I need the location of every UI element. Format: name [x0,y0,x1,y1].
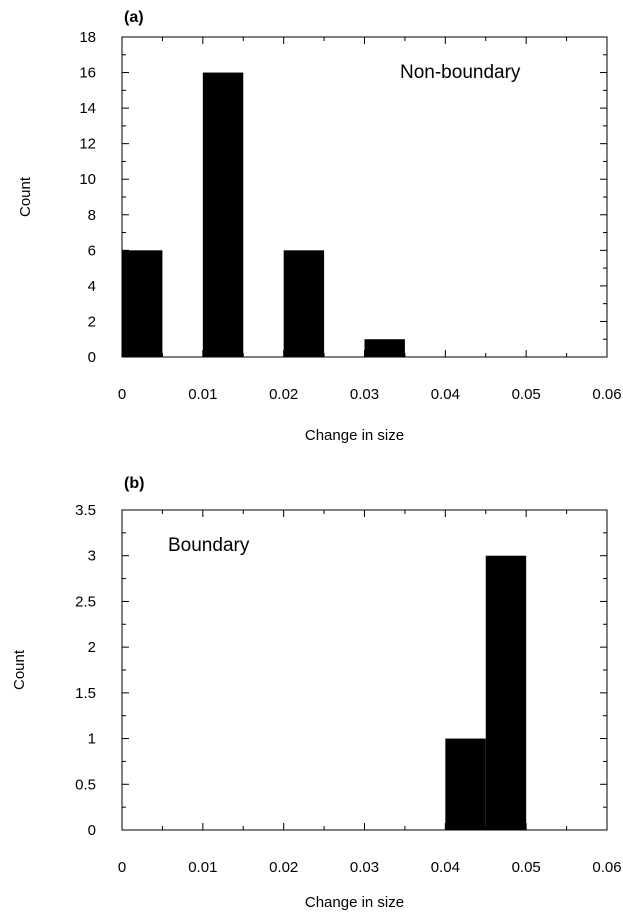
x-tick-label: 0.05 [512,859,541,876]
x-axis-label: Change in size [305,427,404,444]
y-tick-label: 0.5 [75,776,96,793]
y-tick-label: 16 [79,65,96,82]
y-tick-label: 2 [88,313,96,330]
y-tick-label: 3 [88,548,96,565]
y-tick-label: 3.5 [75,502,96,519]
y-tick-label: 2.5 [75,593,96,610]
y-tick-label: 12 [79,136,96,153]
x-tick-label: 0.02 [269,859,298,876]
chart-panel-a: 0 0.01 0.02 0.03 0.04 0.05 0.06 0 2 4 6 8 10 12 14 16 18… [17,9,622,444]
x-tick-label: 0.01 [188,386,217,403]
chart-annotation: Non-boundary [400,62,521,83]
x-tick-label: 0 [118,386,126,403]
x-axis-label: Change in size [305,894,404,911]
y-tick-label: 10 [79,171,96,188]
y-tick-label: 2 [88,639,96,656]
x-tick-label: 0 [118,859,126,876]
x-tick-label: 0.04 [431,386,460,403]
x-tick-label: 0.05 [512,386,541,403]
x-tick-label: 0.03 [350,859,379,876]
y-axis-label: Count [11,649,28,690]
y-tick-label: 8 [88,207,96,224]
y-axis-label: Count [17,176,34,217]
y-tick-label: 0 [88,822,96,839]
plot-frame [121,509,608,831]
x-tick-label: 0.06 [592,859,621,876]
histogram-bar [202,72,244,358]
y-tick-label: 18 [79,29,96,46]
panel-label: (a) [124,9,144,26]
panel-label: (b) [124,475,144,492]
y-tick-label: 6 [88,242,96,259]
y-tick-label: 14 [79,100,96,117]
x-tick-label: 0.02 [269,386,298,403]
y-tick-label: 1 [88,731,96,748]
x-tick-label: 0.06 [592,386,621,403]
histogram-bar [485,555,527,830]
plot-frame [121,36,608,358]
histogram-bar [445,738,486,830]
chart-panel-b: 0 0.01 0.02 0.03 0.04 0.05 0.06 0 0.5 1 1.5 2 2.5 3 3.… [11,475,622,911]
y-tick-label: 0 [88,349,96,366]
y-tick-label: 1.5 [75,685,96,702]
histogram-bar [122,250,163,357]
histogram-bar [283,250,325,357]
x-tick-label: 0.04 [431,859,460,876]
y-tick-label: 4 [88,278,96,295]
x-tick-label: 0.01 [188,859,217,876]
x-tick-label: 0.03 [350,386,379,403]
histogram-bar [364,339,405,357]
chart-annotation: Boundary [168,535,250,556]
